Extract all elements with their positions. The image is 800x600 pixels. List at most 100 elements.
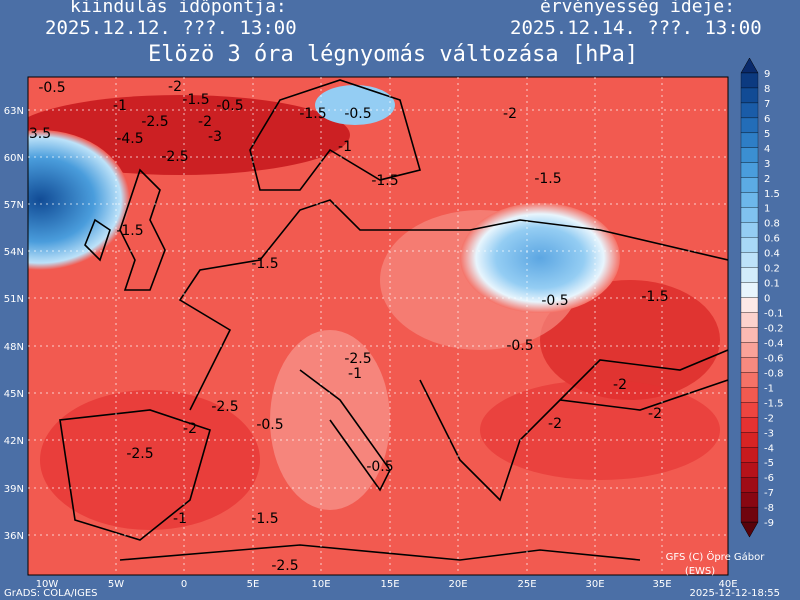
colorbar-label: 8 <box>764 84 770 95</box>
contour-label: -2.5 <box>271 558 298 574</box>
colorbar-label: -3 <box>764 428 774 439</box>
colorbar-swatch <box>740 117 759 134</box>
colorbar-swatch <box>740 402 759 418</box>
colorbar-swatch <box>740 252 759 268</box>
contour-label: -3 <box>208 129 222 145</box>
colorbar-label: 3 <box>764 159 770 170</box>
colorbar-swatch <box>740 447 759 463</box>
contour-label: -2.5 <box>161 149 188 165</box>
colorbar-swatch <box>740 357 759 373</box>
colorbar-cap <box>740 521 759 538</box>
map-frame <box>27 76 729 576</box>
colorbar-label: -7 <box>764 488 774 499</box>
contour-label: -1 <box>338 139 352 155</box>
colorbar-swatch <box>740 342 759 358</box>
contour-label: -1 <box>173 511 187 527</box>
coast <box>299 369 391 492</box>
colorbar-label: 6 <box>764 114 770 125</box>
title: Elözö 3 óra légnyomás változása [hPa] <box>148 42 639 67</box>
colorbar-label: -0.6 <box>764 353 784 364</box>
contour-label: -2.5 <box>344 351 371 367</box>
left-date: 2025.12.12. ???. 13:00 <box>45 17 297 39</box>
lon-label: 10E <box>311 579 330 590</box>
colorbar-swatch <box>740 312 759 328</box>
coast <box>559 349 728 401</box>
contour-label: -2 <box>503 106 517 122</box>
colorbar-swatch <box>740 192 759 208</box>
colorbar-label: 0.2 <box>764 264 780 275</box>
colorbar-swatch <box>740 492 759 508</box>
colorbar-cap <box>740 57 759 74</box>
credit-sub: (EWS) <box>685 566 715 577</box>
contour-label: -1.5 <box>251 511 278 527</box>
colorbar-label: 0.8 <box>764 219 780 230</box>
lat-label: 39N <box>4 484 24 495</box>
contour-label: -4.5 <box>116 131 143 147</box>
contour-label: -1.5 <box>251 256 278 272</box>
contour-label: -2.5 <box>141 114 168 130</box>
colorbar-swatch <box>740 132 759 149</box>
contour-label: -1.5 <box>182 92 209 108</box>
contour-label: -1.5 <box>299 106 326 122</box>
lat-label: 60N <box>4 153 24 164</box>
contour-label: -2 <box>183 421 197 437</box>
lon-label: 5E <box>247 579 260 590</box>
contour-label: -2 <box>613 377 627 393</box>
footer-right: 2025-12-12-18:55 <box>689 588 780 599</box>
lat-label: 51N <box>4 294 24 305</box>
colorbar-swatch <box>740 72 759 89</box>
contour-label: -1 <box>113 98 127 114</box>
contour-label: -2 <box>648 406 662 422</box>
lon-label: 10W <box>36 579 59 590</box>
colorbar-label: -9 <box>764 518 774 529</box>
lon-label: 20E <box>448 579 467 590</box>
lat-label: 45N <box>4 389 24 400</box>
contour-label: -2 <box>168 79 182 95</box>
contour-label: -0.5 <box>506 338 533 354</box>
lon-label: 15E <box>380 579 399 590</box>
colorbar-label: 1.5 <box>764 189 780 200</box>
contour-label: -0.5 <box>366 459 393 475</box>
colorbar-label: 9 <box>764 69 770 80</box>
colorbar-swatch <box>740 87 759 104</box>
colorbar-label: 0.4 <box>764 249 780 260</box>
lat-label: 57N <box>4 200 24 211</box>
colorbar-label: -1 <box>764 383 774 394</box>
right-caption: érvényesség ideje: <box>540 0 736 17</box>
contour-label: -2 <box>548 416 562 432</box>
colorbar-label: 0.1 <box>764 279 780 290</box>
colorbar-label: 4 <box>764 144 770 155</box>
lat-label: 54N <box>4 247 24 258</box>
field-rise <box>315 85 395 125</box>
contour-label: -1.5 <box>641 289 668 305</box>
colorbar-label: -6 <box>764 473 774 484</box>
colorbar-label: 5 <box>764 129 770 140</box>
colorbar-swatch <box>740 162 759 178</box>
lat-label: 42N <box>4 436 24 447</box>
coast <box>178 199 728 411</box>
contour-label: -0.5 <box>256 417 283 433</box>
colorbar-swatch <box>740 462 759 478</box>
lat-label: 48N <box>4 342 24 353</box>
coastlines <box>59 79 728 561</box>
coast <box>119 544 641 561</box>
colorbar-label: -8 <box>764 503 774 514</box>
lat-label: 36N <box>4 531 24 542</box>
lon-label: 5W <box>108 579 124 590</box>
contour-label: -0.5 <box>216 98 243 114</box>
lon-label: 40E <box>718 579 737 590</box>
contour-label: -2.5 <box>211 399 238 415</box>
contour-label: -1.5 <box>534 171 561 187</box>
contour-label: -1.5 <box>371 173 398 189</box>
lon-label: 25E <box>517 579 536 590</box>
colorbar-label: -5 <box>764 458 774 469</box>
colorbar-label: -0.8 <box>764 368 784 379</box>
lon-label: 30E <box>585 579 604 590</box>
colorbar-swatch <box>740 297 759 313</box>
colorbar-swatch <box>740 147 759 163</box>
contour-label: -1 <box>348 366 362 382</box>
colorbar-swatch <box>740 372 759 388</box>
colorbar-swatch <box>740 237 759 253</box>
colorbar-swatch <box>740 387 759 403</box>
